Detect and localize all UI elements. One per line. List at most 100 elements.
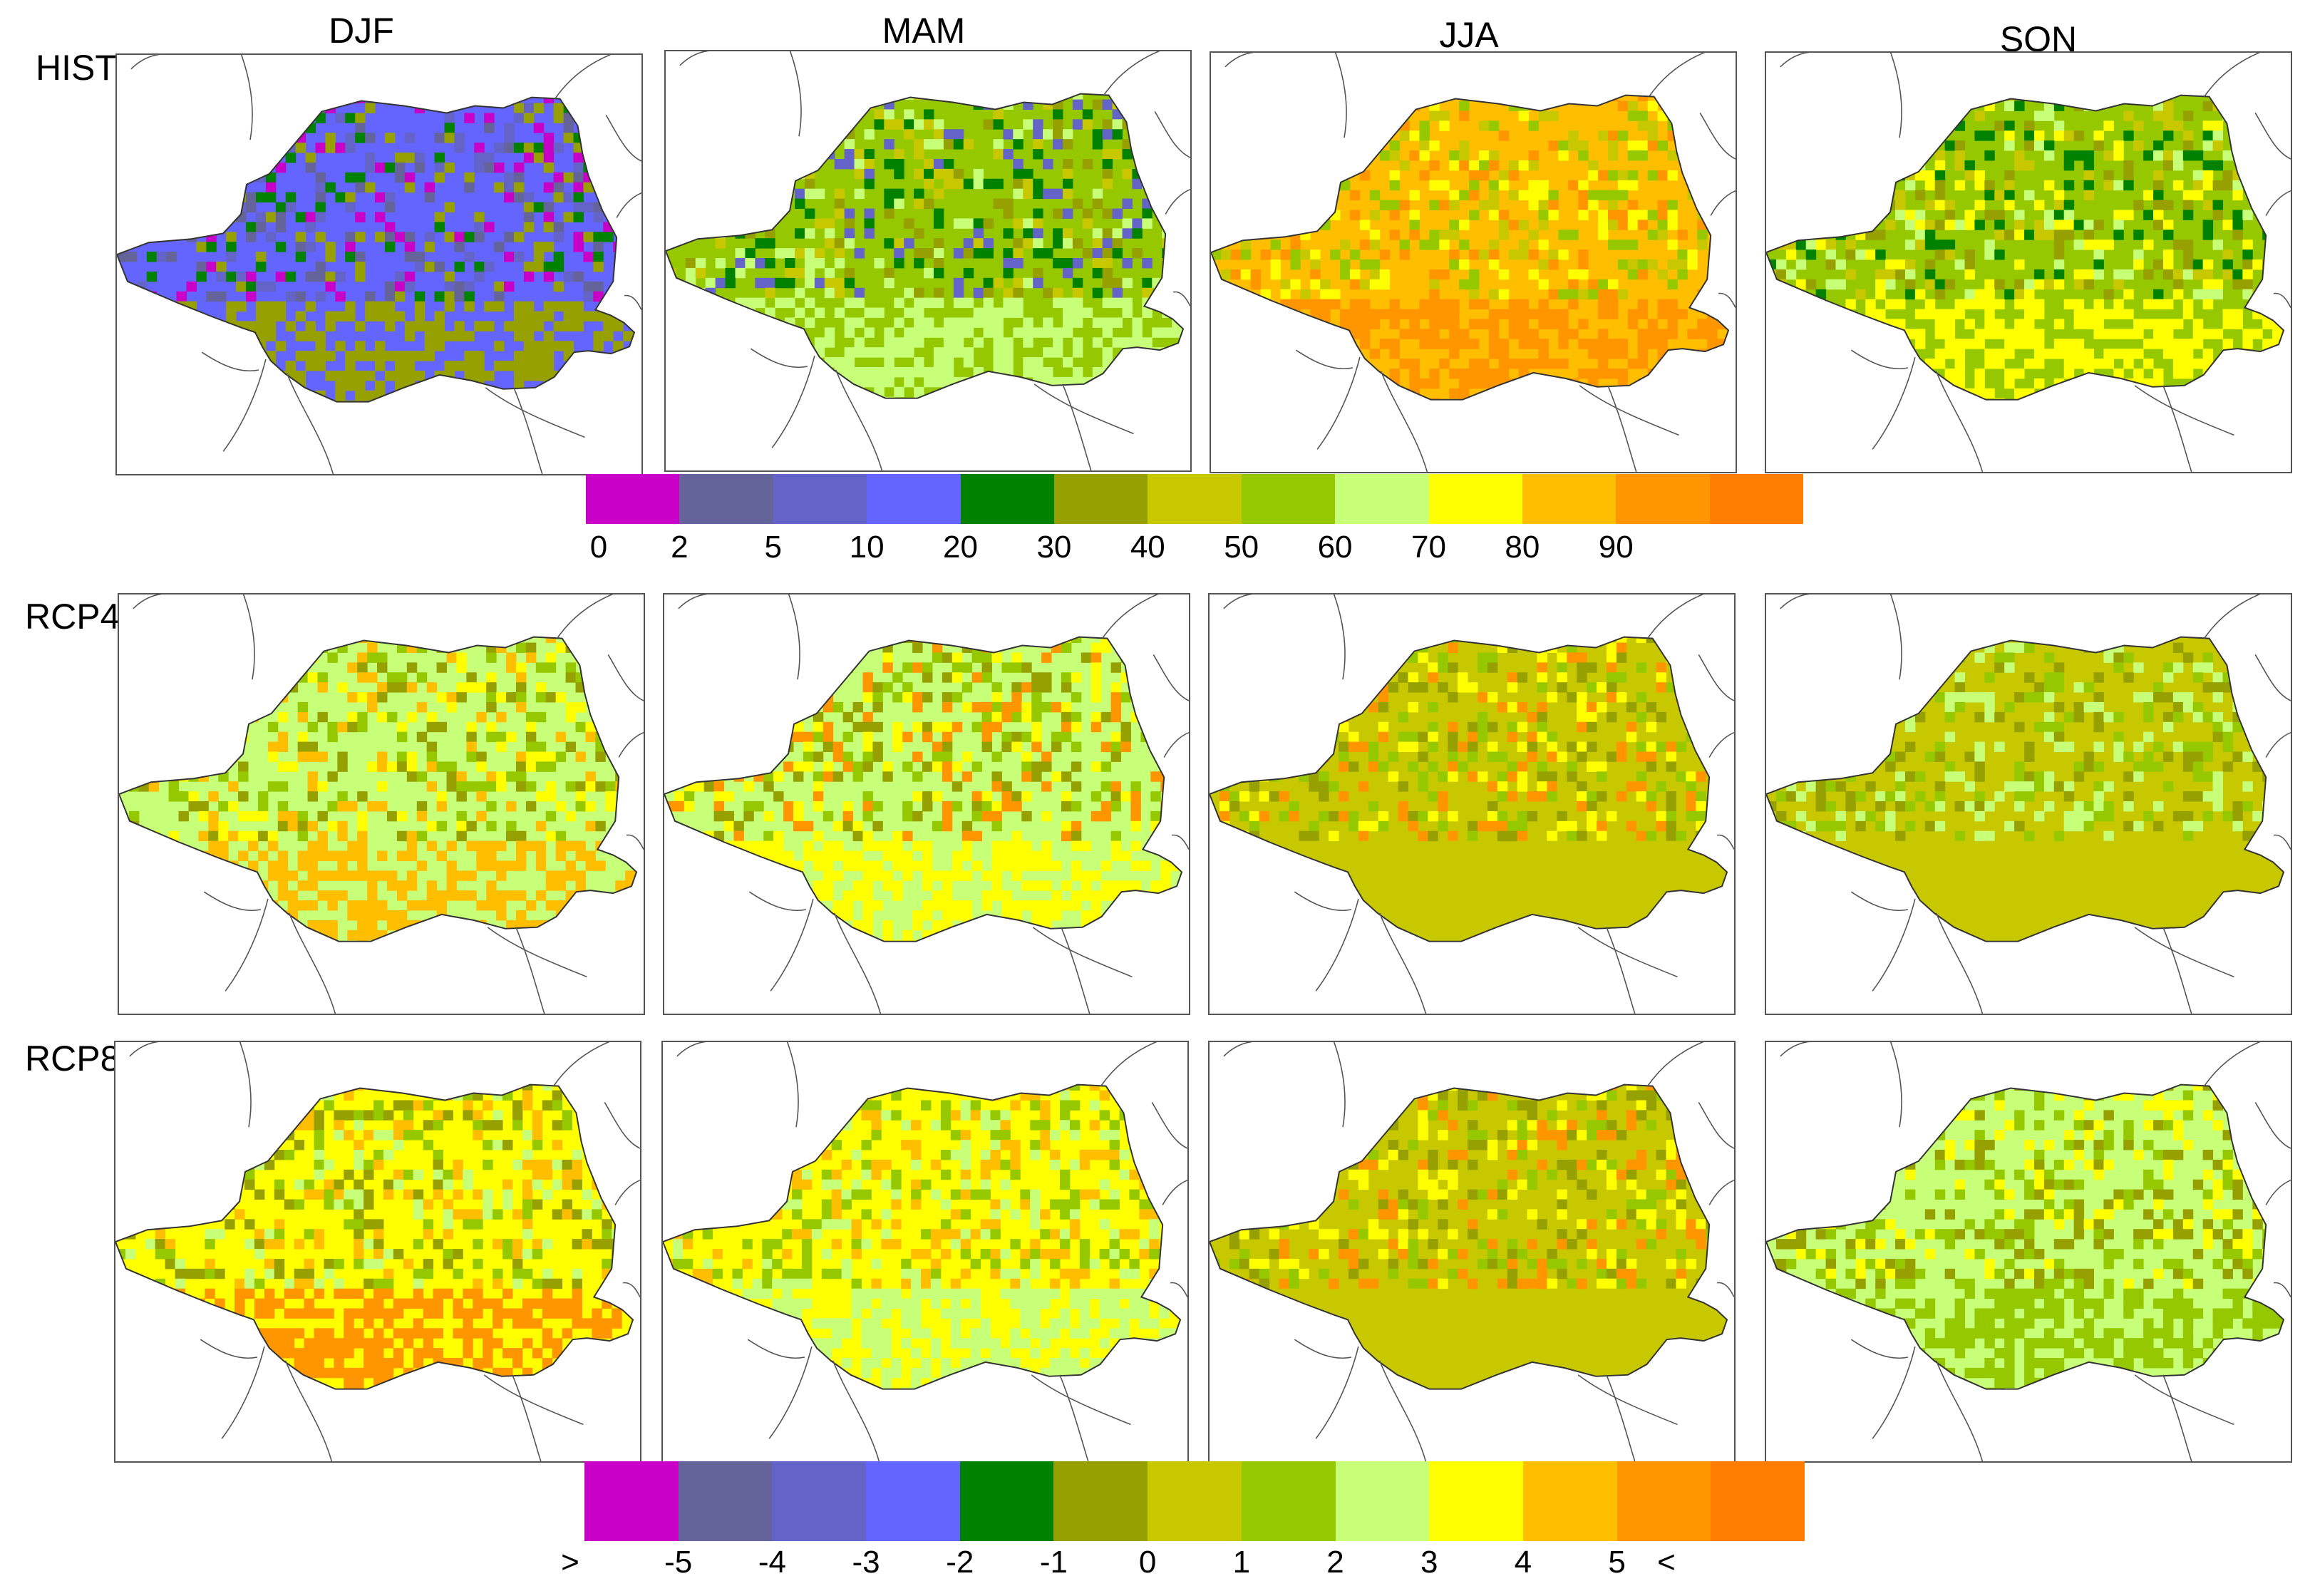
- grid-cell: [1122, 366, 1133, 378]
- grid-cell: [595, 623, 605, 633]
- grid-cell: [703, 870, 715, 881]
- grid-cell: [952, 860, 963, 871]
- grid-cell: [226, 182, 237, 193]
- grid-cell: [1369, 110, 1381, 121]
- grid-cell: [902, 692, 913, 703]
- grid-cell: [226, 331, 237, 341]
- grid-cell: [535, 741, 547, 752]
- grid-cell: [1528, 378, 1539, 389]
- grid-cell: [1122, 228, 1133, 239]
- grid-cell: [942, 880, 953, 891]
- data-grid: [666, 80, 1184, 398]
- grid-cell: [307, 791, 318, 802]
- grid-cell: [2043, 349, 2055, 359]
- grid-cell: [1518, 359, 1530, 369]
- grid-cell: [993, 149, 1004, 160]
- grid-cell: [424, 341, 435, 351]
- grid-cell: [735, 109, 746, 120]
- grid-cell: [1845, 130, 1856, 141]
- grid-cell: [2182, 130, 2194, 141]
- grid-cell: [258, 623, 268, 633]
- grid-cell: [347, 910, 358, 921]
- grid-cell: [494, 400, 505, 402]
- grid-cell: [148, 860, 160, 871]
- grid-cell: [1220, 180, 1232, 191]
- grid-cell: [2143, 150, 2154, 161]
- grid-cell: [355, 271, 366, 282]
- grid-cell: [496, 741, 507, 752]
- grid-cell: [226, 271, 237, 282]
- grid-cell: [666, 188, 676, 200]
- grid-cell: [305, 103, 316, 113]
- grid-cell: [1230, 101, 1242, 111]
- grid-cell: [506, 830, 517, 842]
- grid-cell: [277, 890, 289, 901]
- grid-cell: [1041, 810, 1052, 822]
- grid-cell: [367, 890, 378, 901]
- grid-cell: [2262, 378, 2273, 389]
- country-border: [222, 359, 267, 452]
- grid-cell: [635, 721, 637, 733]
- grid-cell: [1954, 101, 1965, 111]
- grid-cell: [1568, 279, 1579, 290]
- grid-cell: [2123, 210, 2134, 220]
- grid-cell: [523, 351, 535, 361]
- grid-cell: [924, 376, 934, 388]
- grid-cell: [1160, 880, 1171, 891]
- grid-cell: [416, 731, 428, 743]
- grid-cell: [934, 80, 944, 90]
- grid-cell: [1439, 95, 1450, 102]
- grid-cell: [1330, 140, 1341, 151]
- grid-cell: [136, 311, 148, 321]
- grid-cell: [513, 232, 525, 242]
- grid-cell: [1310, 140, 1321, 151]
- grid-cell: [894, 386, 904, 398]
- grid-cell: [1964, 160, 1975, 171]
- grid-cell: [735, 218, 746, 229]
- grid-cell: [971, 810, 983, 822]
- grid-cell: [1825, 95, 1836, 102]
- grid-cell: [1013, 307, 1023, 318]
- grid-cell: [814, 139, 825, 150]
- grid-cell: [1865, 249, 1876, 260]
- grid-cell: [1061, 721, 1072, 733]
- grid-cell: [993, 347, 1004, 358]
- grid-cell: [404, 133, 416, 143]
- grid-cell: [664, 860, 675, 871]
- grid-cell: [2272, 269, 2283, 280]
- grid-cell: [1122, 277, 1133, 289]
- grid-cell: [1021, 900, 1032, 911]
- grid-cell: [426, 900, 438, 911]
- grid-cell: [287, 810, 299, 822]
- grid-cell: [1409, 190, 1420, 201]
- grid-cell: [666, 119, 676, 130]
- grid-cell: [1469, 170, 1480, 181]
- grid-cell: [1419, 95, 1430, 102]
- grid-cell: [146, 222, 158, 232]
- grid-cell: [543, 331, 555, 341]
- grid-cell: [355, 232, 366, 242]
- grid-cell: [723, 662, 734, 673]
- grid-cell: [1647, 319, 1659, 329]
- grid-cell: [675, 198, 686, 209]
- grid-cell: [277, 880, 289, 891]
- grid-cell: [1033, 228, 1043, 239]
- grid-cell: [775, 277, 785, 289]
- grid-cell: [169, 623, 179, 633]
- grid-cell: [456, 820, 467, 832]
- grid-cell: [1974, 329, 1985, 339]
- grid-cell: [971, 791, 983, 802]
- grid-cell: [733, 830, 744, 842]
- grid-cell: [1984, 319, 1995, 329]
- grid-cell: [1330, 339, 1341, 349]
- grid-cell: [1379, 101, 1391, 111]
- grid-cell: [773, 771, 784, 782]
- grid-cell: [228, 701, 239, 713]
- grid-cell: [1051, 910, 1062, 921]
- grid-cell: [793, 810, 804, 822]
- grid-cell: [715, 198, 726, 209]
- grid-cell: [1637, 349, 1649, 359]
- country-border: [288, 912, 336, 1014]
- grid-cell: [1697, 190, 1708, 201]
- grid-cell: [674, 880, 685, 891]
